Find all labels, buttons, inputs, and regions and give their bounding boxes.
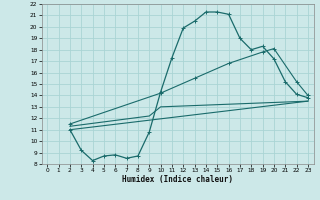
X-axis label: Humidex (Indice chaleur): Humidex (Indice chaleur)	[122, 175, 233, 184]
